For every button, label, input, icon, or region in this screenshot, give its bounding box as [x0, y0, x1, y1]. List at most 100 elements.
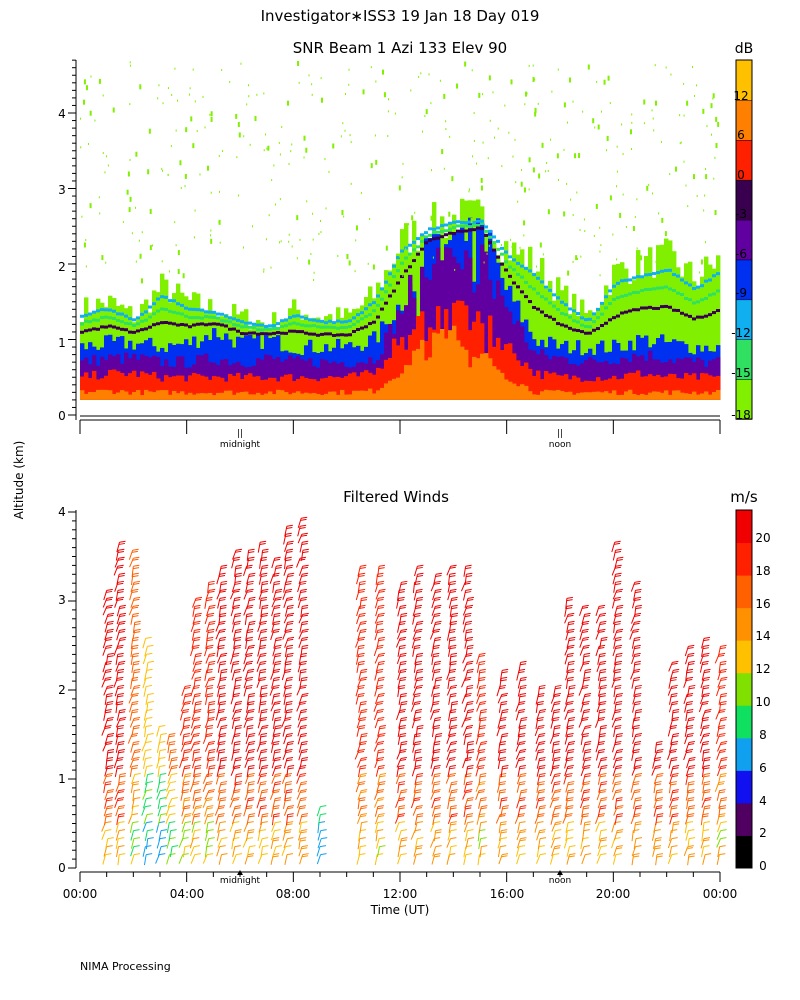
wind-barb-flag — [208, 654, 215, 657]
wind-barb-flag — [259, 799, 266, 802]
wind-barb-flag — [169, 813, 176, 816]
wind-barb — [193, 676, 202, 690]
snr-band-edge — [420, 233, 424, 237]
wind-barb-flag — [274, 799, 281, 802]
snr-cell — [684, 263, 689, 400]
wind-barb-flag — [118, 662, 125, 665]
wind-barb-flag — [449, 773, 456, 776]
wind-barb — [117, 853, 126, 866]
wind-barb — [448, 660, 457, 673]
snr-cell — [132, 370, 137, 400]
snr-band-edge — [496, 247, 500, 251]
snr-cell — [696, 357, 701, 400]
snr-band-edge — [616, 281, 620, 285]
wind-barb-flag — [451, 789, 458, 792]
wind-barb-flag — [378, 676, 385, 679]
wind-barb-flag — [116, 678, 123, 681]
snr-speck — [350, 182, 352, 185]
wind-barb — [168, 749, 177, 762]
wind-barb-flag — [377, 789, 385, 792]
wind-barb-flag — [233, 821, 240, 824]
snr-band-edge — [632, 291, 636, 295]
wind-barb-shaft — [205, 838, 210, 849]
snr-band-edge — [520, 264, 524, 268]
snr-speck — [320, 77, 322, 80]
wind-barb-flag — [146, 781, 154, 784]
snr-band-edge — [112, 309, 116, 313]
snr-band-edge — [472, 228, 476, 232]
snr-speck — [557, 68, 559, 71]
wind-barb-flag — [361, 757, 368, 760]
snr-band-edge — [332, 333, 336, 337]
snr-speck — [394, 112, 396, 115]
wind-barb-flag — [119, 607, 126, 610]
snr-speck — [297, 60, 300, 66]
wind-barb-shaft — [217, 686, 220, 697]
wind-barb-flag — [286, 823, 293, 826]
wind-barb-shaft — [259, 734, 262, 746]
wind-barb-shaft — [270, 830, 276, 841]
wind-barb-flag — [450, 692, 457, 695]
wind-barb — [207, 580, 215, 593]
wind-barb-shaft — [448, 822, 452, 834]
wind-barb-shaft — [191, 670, 196, 680]
wind-barb — [129, 716, 141, 728]
snr-cell — [508, 381, 513, 400]
wind-barb-shaft — [272, 846, 277, 857]
snr-cell — [556, 277, 561, 400]
wind-barb — [168, 829, 177, 842]
wind-barb — [449, 652, 458, 666]
wind-barb — [143, 716, 153, 729]
snr-speck — [152, 244, 154, 247]
wind-barb — [432, 620, 442, 633]
wind-barb — [192, 604, 201, 617]
wind-barb-flag — [261, 566, 268, 569]
wind-barb-shaft — [166, 734, 170, 745]
wind-barb-flag — [193, 781, 200, 784]
snr-speck — [270, 266, 272, 269]
wind-barb-flag — [170, 767, 178, 770]
wind-barb-flag — [285, 580, 292, 583]
snr-band-edge — [476, 226, 480, 230]
snr-cell — [624, 373, 629, 400]
snr-cell — [436, 333, 441, 400]
wind-barb-flag — [285, 535, 292, 537]
snr-band-edge — [504, 250, 508, 254]
wind-barb-flag — [193, 726, 201, 729]
wind-barb-shaft — [202, 782, 208, 792]
wind-barb-shaft — [217, 750, 220, 762]
wind-barb-flag — [247, 853, 255, 856]
snr-speck — [350, 141, 352, 144]
wind-barb-flag — [451, 599, 458, 602]
wind-barb — [180, 741, 191, 752]
wind-barb-shaft — [165, 806, 170, 817]
wind-barb-flag — [414, 636, 422, 639]
snr-speck — [408, 223, 410, 226]
wind-barb-shaft — [375, 662, 380, 673]
wind-barb-flag — [184, 775, 191, 778]
snr-band-edge — [308, 318, 312, 322]
snr-speck — [279, 153, 281, 156]
wind-barb-flag — [260, 575, 268, 578]
snr-band-edge — [448, 227, 452, 231]
snr-band-edge — [232, 323, 236, 327]
wind-barb-flag — [194, 716, 201, 719]
snr-cell — [204, 393, 209, 400]
wind-barb-shaft — [448, 598, 453, 609]
wind-barb — [207, 708, 216, 722]
wind-barb-shaft — [104, 814, 107, 826]
snr-band-edge — [152, 302, 156, 306]
snr-speck — [263, 149, 265, 152]
wind-barb-flag — [466, 687, 473, 690]
snr-cell — [700, 373, 705, 400]
wind-barb-flag — [106, 695, 113, 698]
snr-band-edge — [592, 328, 596, 332]
snr-band-edge — [288, 322, 292, 326]
wind-barb — [232, 612, 242, 625]
snr-speck — [80, 117, 82, 120]
wind-barb — [166, 733, 176, 745]
snr-band-edge — [464, 229, 468, 233]
wind-barb-flag — [274, 708, 281, 711]
wind-barb-flag — [300, 663, 307, 666]
snr-cell — [708, 375, 713, 400]
